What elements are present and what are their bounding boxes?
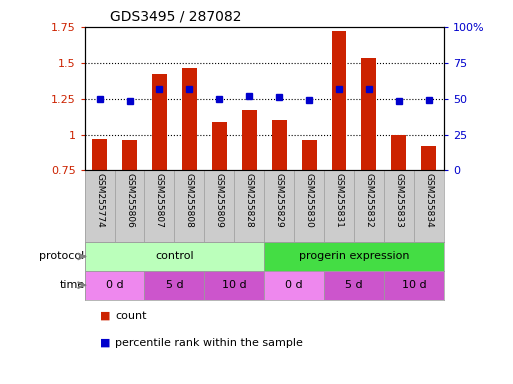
Bar [204,271,264,300]
Text: GSM255830: GSM255830 [305,172,313,227]
Text: GSM255807: GSM255807 [155,172,164,227]
Text: GSM255828: GSM255828 [245,172,254,227]
Text: GSM255808: GSM255808 [185,172,194,227]
Text: GSM255834: GSM255834 [424,172,433,227]
Text: GSM255774: GSM255774 [95,172,104,227]
Bar [122,140,137,170]
Text: protocol: protocol [40,252,85,262]
Bar [92,139,107,170]
Text: GDS3495 / 287082: GDS3495 / 287082 [110,9,242,23]
Text: GSM255833: GSM255833 [394,172,403,227]
Text: GSM255832: GSM255832 [364,172,373,227]
Bar [362,58,377,170]
Text: 0 d: 0 d [106,280,124,290]
Bar [182,68,197,170]
Bar [145,271,204,300]
Bar [212,122,227,170]
Bar [331,31,346,170]
Bar [421,146,436,170]
Text: GSM255829: GSM255829 [274,172,284,227]
Text: progerin expression: progerin expression [299,252,409,262]
Bar [324,271,384,300]
Text: percentile rank within the sample: percentile rank within the sample [115,338,303,348]
Bar [391,134,406,170]
Text: ■: ■ [100,311,110,321]
Bar [264,242,444,271]
Text: 10 d: 10 d [402,280,426,290]
Text: GSM255809: GSM255809 [215,172,224,227]
Bar [85,242,264,271]
Text: ■: ■ [100,338,110,348]
Bar [272,120,287,170]
Text: 5 d: 5 d [345,280,363,290]
Text: count: count [115,311,147,321]
Text: 5 d: 5 d [166,280,183,290]
Text: 0 d: 0 d [285,280,303,290]
Text: control: control [155,252,194,262]
Text: 10 d: 10 d [222,280,247,290]
Bar [152,74,167,170]
Bar [384,271,444,300]
Text: GSM255831: GSM255831 [334,172,344,227]
Bar [85,271,145,300]
Text: GSM255806: GSM255806 [125,172,134,227]
Bar [242,110,256,170]
Bar [264,271,324,300]
Text: time: time [60,280,85,290]
Bar [302,140,317,170]
